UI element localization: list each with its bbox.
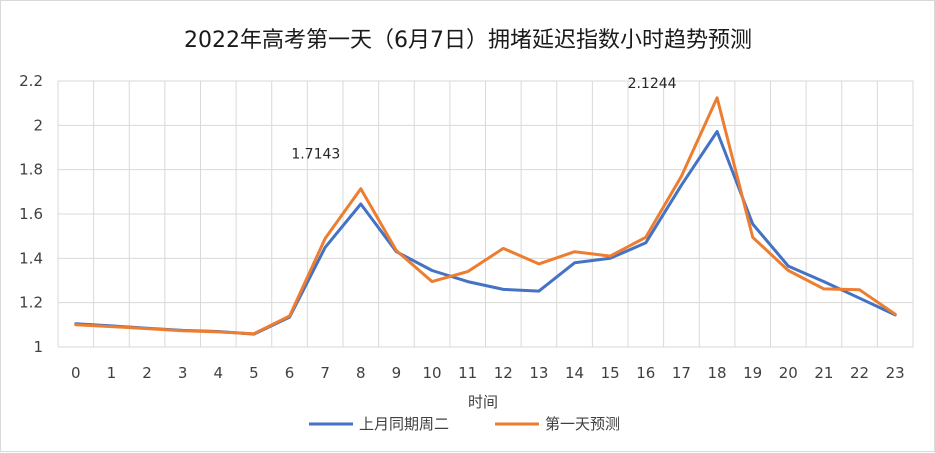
y-tick-label: 1.2 (19, 294, 43, 312)
x-tick-label: 14 (565, 364, 584, 382)
x-tick-label: 9 (392, 364, 402, 382)
y-tick-label: 1.8 (19, 161, 43, 179)
x-tick-label: 3 (178, 364, 188, 382)
y-tick-label: 1 (33, 338, 43, 356)
x-tick-label: 23 (886, 364, 905, 382)
x-tick-label: 6 (285, 364, 295, 382)
x-tick-label: 0 (71, 364, 81, 382)
gridlines (57, 80, 914, 348)
data-label: 2.1244 (628, 76, 677, 92)
x-tick-label: 16 (636, 364, 655, 382)
x-tick-label: 15 (601, 364, 620, 382)
x-tick-label: 2 (142, 364, 152, 382)
x-tick-label: 20 (779, 364, 798, 382)
y-axis-ticks: 1 1.2 1.4 1.6 1.8 2 2.2 (19, 72, 43, 356)
x-tick-label: 8 (356, 364, 366, 382)
y-tick-label: 1.4 (19, 249, 43, 267)
data-annotations: 1.7143 2.1244 (291, 76, 676, 163)
x-tick-label: 18 (708, 364, 727, 382)
x-axis-title: 时间 (468, 393, 498, 411)
x-tick-label: 13 (529, 364, 548, 382)
y-tick-label: 2 (33, 116, 43, 134)
x-tick-label: 1 (107, 364, 117, 382)
legend-label: 第一天预测 (545, 415, 620, 433)
x-tick-label: 17 (672, 364, 691, 382)
data-label: 1.7143 (291, 147, 340, 163)
series-line-2 (74, 96, 897, 336)
x-tick-label: 19 (743, 364, 762, 382)
x-tick-label: 21 (814, 364, 833, 382)
y-tick-label: 2.2 (19, 72, 43, 90)
legend-label: 上月同期周二 (359, 415, 449, 433)
x-tick-label: 5 (249, 364, 259, 382)
x-tick-label: 10 (423, 364, 442, 382)
chart-title: 2022年高考第一天（6月7日）拥堵延迟指数小时趋势预测 (184, 28, 752, 53)
x-tick-label: 4 (214, 364, 224, 382)
x-tick-label: 7 (320, 364, 330, 382)
legend: 上月同期周二 第一天预测 (309, 415, 620, 433)
x-tick-label: 12 (494, 364, 513, 382)
series-lines (74, 96, 897, 336)
x-axis-ticks: 0 1 2 3 4 5 6 7 8 9 10 11 12 13 14 15 16 17 18 19 20 21 22 23 (71, 364, 905, 382)
y-tick-label: 1.6 (19, 205, 43, 223)
x-tick-label: 11 (458, 364, 477, 382)
x-tick-label: 22 (850, 364, 869, 382)
